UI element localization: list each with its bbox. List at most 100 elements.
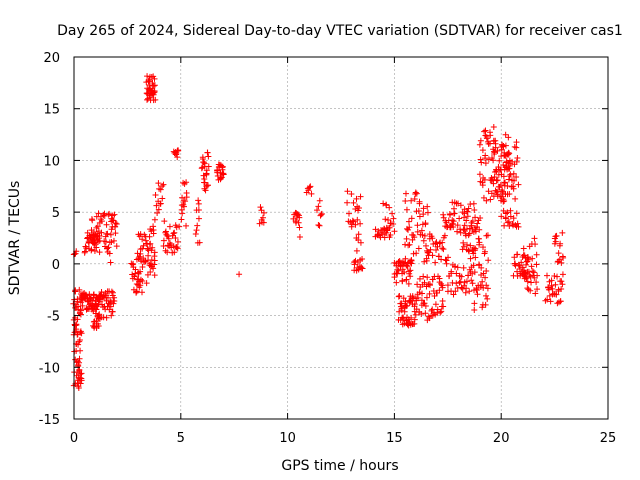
data-point [296, 214, 303, 221]
data-point [359, 265, 366, 272]
data-point [412, 189, 419, 196]
data-point [83, 244, 90, 251]
data-point [553, 232, 560, 239]
data-point [460, 243, 467, 250]
data-point [403, 206, 410, 213]
data-point [110, 237, 117, 244]
data-point [195, 206, 202, 213]
data-point [502, 210, 509, 217]
data-point [407, 273, 414, 280]
data-point [165, 235, 172, 242]
data-point [527, 273, 534, 280]
data-point [354, 216, 361, 223]
data-point [421, 232, 428, 239]
data-point [105, 211, 112, 218]
data-point [470, 229, 477, 236]
data-point [456, 279, 463, 286]
data-point [498, 213, 505, 220]
data-point [196, 239, 203, 246]
data-point [72, 356, 79, 363]
data-point [179, 210, 186, 217]
data-point [151, 82, 158, 89]
data-point [454, 228, 461, 235]
data-point [481, 128, 488, 135]
data-point [183, 222, 190, 229]
data-point [548, 277, 555, 284]
data-point [91, 248, 98, 255]
data-point [473, 287, 480, 294]
data-point [76, 286, 83, 293]
data-point [472, 214, 479, 221]
data-point [549, 285, 556, 292]
data-point [477, 137, 484, 144]
data-point [481, 176, 488, 183]
data-point [457, 202, 464, 209]
data-point [504, 183, 511, 190]
data-point [463, 241, 470, 248]
data-point [308, 190, 315, 197]
data-point [106, 306, 113, 313]
data-point [146, 233, 153, 240]
data-point [467, 242, 474, 249]
data-point [96, 249, 103, 256]
data-point [499, 186, 506, 193]
data-point [444, 282, 451, 289]
data-point [547, 298, 554, 305]
data-point [482, 301, 489, 308]
data-point [150, 230, 157, 237]
data-point [422, 303, 429, 309]
data-point [150, 91, 157, 98]
data-point [380, 200, 387, 207]
x-axis-title: GPS time / hours [281, 458, 398, 474]
data-point [422, 242, 429, 249]
data-point [551, 272, 558, 279]
data-point [447, 211, 454, 218]
data-point [460, 264, 467, 271]
data-point [145, 252, 152, 259]
data-point [418, 227, 425, 234]
data-point [147, 94, 154, 101]
data-point [183, 179, 190, 186]
data-point [493, 168, 500, 175]
data-point [467, 255, 474, 262]
data-point [109, 308, 116, 315]
data-point [472, 254, 479, 261]
data-point [386, 224, 393, 231]
data-point [513, 174, 520, 181]
data-point [415, 245, 422, 252]
data-point [182, 198, 189, 205]
data-point [175, 147, 182, 154]
data-point [411, 195, 418, 202]
data-point [521, 267, 528, 274]
data-point [260, 219, 267, 226]
data-point [81, 248, 88, 255]
data-point [195, 200, 202, 207]
data-point [193, 227, 200, 234]
data-point [423, 247, 430, 254]
data-point [105, 244, 112, 251]
data-point [421, 258, 428, 265]
data-point [305, 187, 312, 194]
data-point [492, 144, 499, 151]
data-point [439, 245, 446, 252]
data-point [355, 236, 362, 243]
data-point [427, 246, 434, 253]
data-point [157, 200, 164, 207]
data-point [113, 220, 120, 227]
data-point [435, 253, 442, 260]
data-point [440, 214, 447, 221]
data-point [192, 231, 199, 238]
data-point [348, 191, 355, 198]
data-point [420, 237, 427, 244]
data-point [420, 273, 427, 280]
data-point [77, 380, 84, 387]
data-point [402, 255, 409, 262]
data-point [200, 159, 207, 166]
data-point [154, 209, 161, 216]
data-point [160, 181, 167, 188]
data-point [94, 223, 101, 230]
data-point [296, 233, 303, 240]
data-point [512, 195, 519, 202]
data-point [79, 302, 86, 309]
